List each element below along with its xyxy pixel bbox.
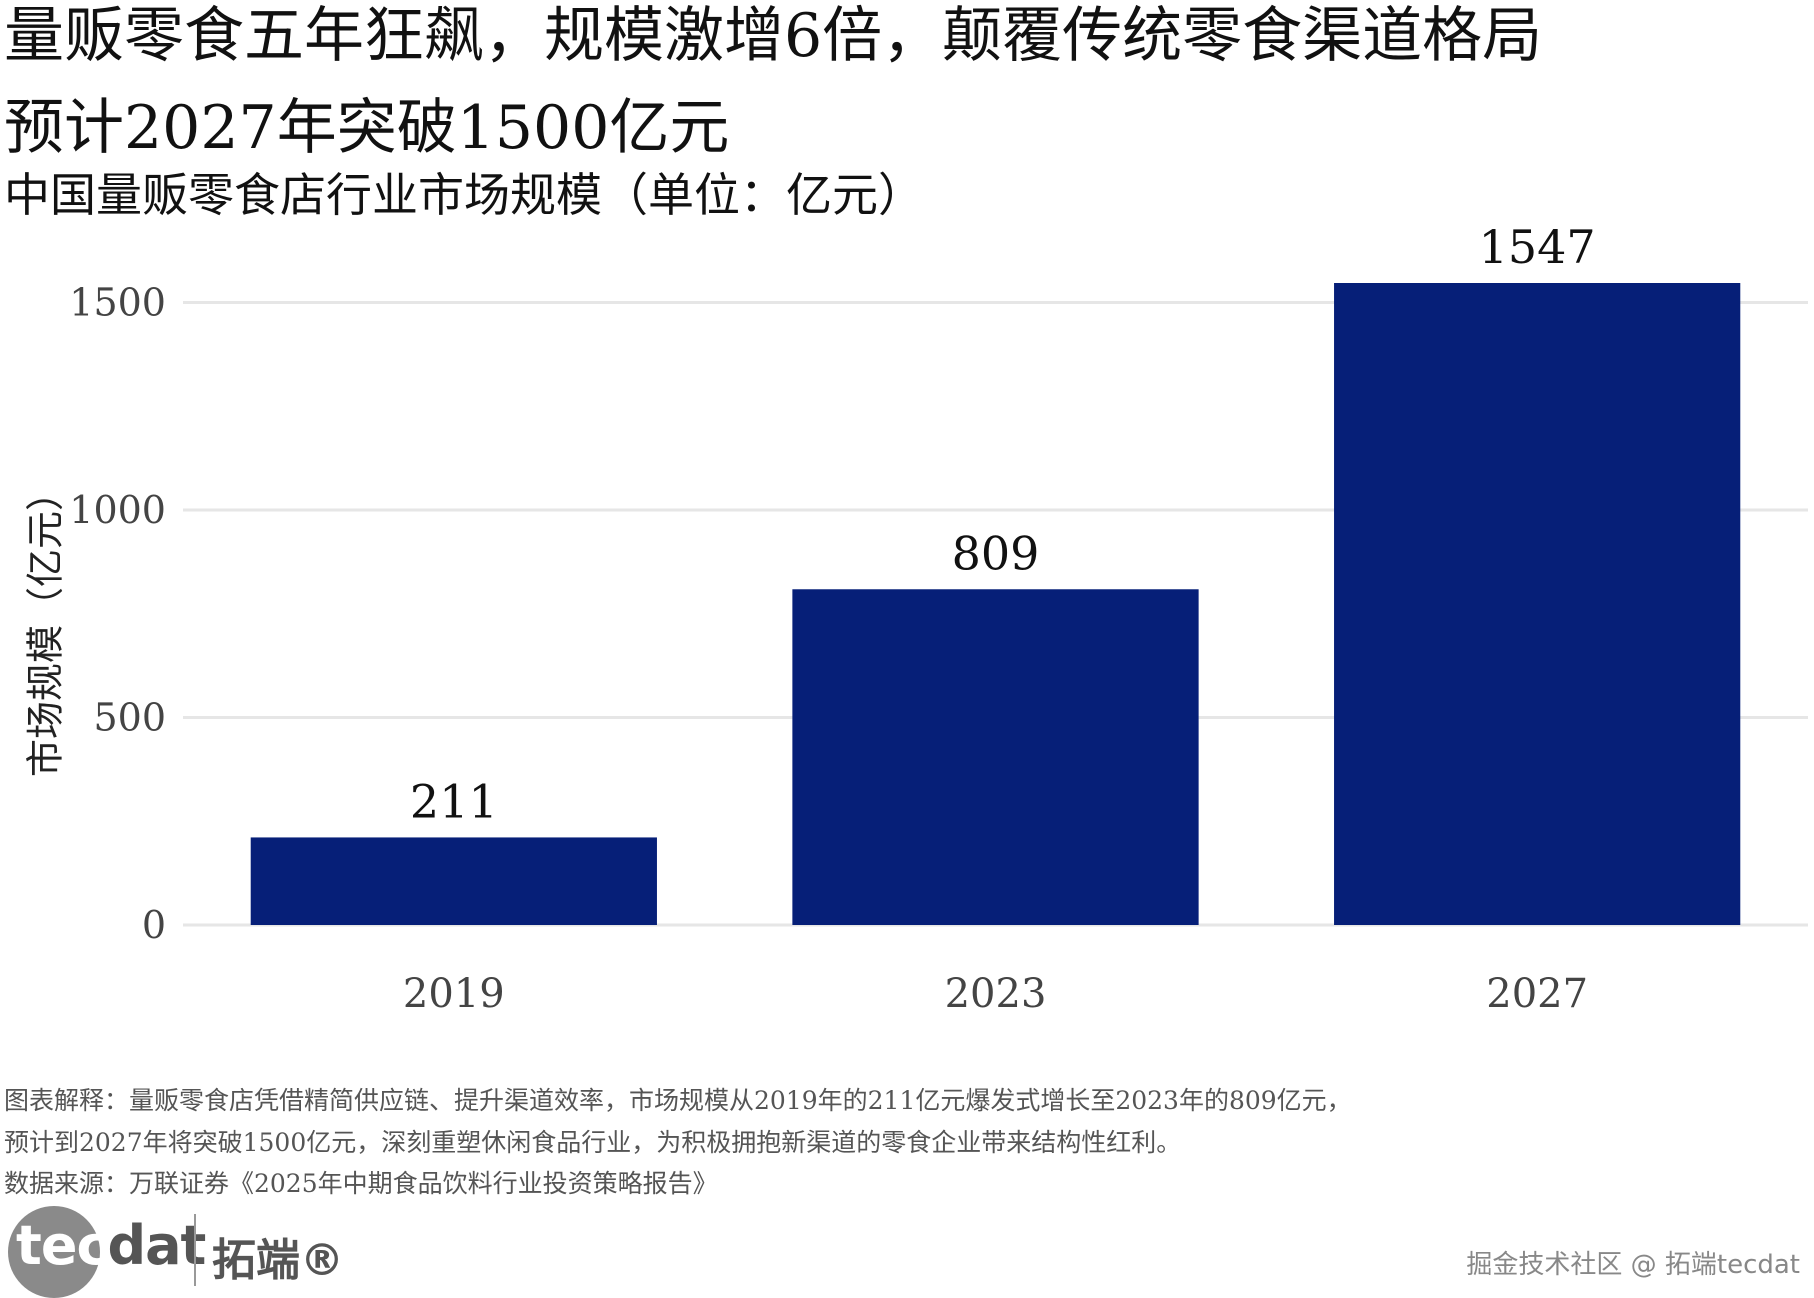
- y-tick-label: 1500: [69, 281, 166, 325]
- logo-text-dat: dat: [107, 1214, 206, 1277]
- chart-title-line1: 量贩零食五年狂飙，规模激增6倍，颠覆传统零食渠道格局: [4, 1, 1543, 71]
- chart-title-line2: 预计2027年突破1500亿元: [4, 93, 730, 163]
- x-tick-label: 2023: [945, 971, 1047, 1017]
- tecdat-logo: tecdat 拓端®: [8, 1202, 348, 1298]
- logo-wordmark: tecdat: [16, 1214, 206, 1277]
- chart-explanation-line1: 图表解释：量贩零食店凭借精简供应链、提升渠道效率，市场规模从2019年的211亿…: [4, 1086, 1352, 1115]
- bar-chart: 0 500 1000 1500 211 2019 809 2023 1547 2027: [69, 220, 1808, 1017]
- bar-2027: [1334, 283, 1741, 925]
- x-tick-label: 2027: [1486, 971, 1588, 1017]
- y-tick-label: 500: [93, 696, 166, 740]
- bar-2019: [250, 837, 657, 925]
- logo-text-tec: tec: [16, 1214, 108, 1277]
- logo-cn-text: 拓端®: [212, 1235, 344, 1286]
- data-label-2019: 211: [410, 774, 498, 828]
- chart-subtitle: 中国量贩零食店行业市场规模（单位：亿元）: [4, 168, 924, 222]
- y-tick-label: 0: [142, 903, 166, 947]
- data-source: 数据来源：万联证券《2025年中期食品饮料行业投资策略报告》: [4, 1169, 718, 1198]
- watermark: 掘金技术社区 @ 拓端tecdat: [1466, 1250, 1800, 1280]
- logo-divider: [194, 1214, 196, 1286]
- bar-2023: [792, 589, 1199, 925]
- x-tick-label: 2019: [403, 971, 505, 1017]
- data-label-2027: 1547: [1479, 220, 1596, 274]
- chart-explanation-line2: 预计到2027年将突破1500亿元，深刻重塑休闲食品行业，为积极拥抱新渠道的零食…: [4, 1128, 1182, 1157]
- y-tick-label: 1000: [69, 488, 166, 532]
- data-label-2023: 809: [952, 526, 1040, 580]
- logo-circle: [8, 1206, 100, 1298]
